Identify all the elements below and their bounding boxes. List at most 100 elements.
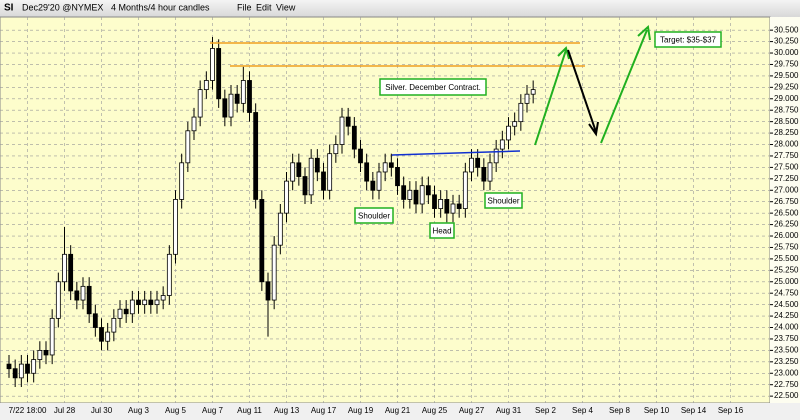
annotation: Target: $35-$37 [660, 36, 717, 45]
menu[interactable]: File [237, 2, 252, 12]
y-tick-label: 29.500 [774, 71, 799, 80]
candle-body [160, 295, 166, 301]
y-tick-label: 24.750 [774, 288, 799, 297]
candle-body [481, 166, 487, 182]
annotation-box [484, 192, 523, 209]
candle-body [321, 171, 326, 191]
neckline [391, 150, 521, 156]
x-tick-label: Sep 14 [681, 406, 707, 415]
candle-body [43, 349, 49, 356]
candle-body [105, 331, 111, 342]
candle-body [524, 93, 530, 104]
candle-body [99, 327, 104, 342]
candle-body [210, 48, 215, 81]
y-tick-label: 26.500 [774, 208, 799, 217]
candle-body [450, 203, 456, 214]
y-axis-area [770, 17, 800, 403]
candle-body [314, 157, 320, 173]
x-tick-label: Sep 2 [535, 406, 556, 415]
annotation-box [379, 78, 487, 96]
y-tick-label: 30.500 [774, 25, 799, 34]
x-tick-label: Jul 30 [91, 406, 113, 415]
candle-body [197, 89, 203, 118]
y-tick-label: 27.250 [774, 174, 799, 183]
y-tick-label: 29.750 [774, 60, 799, 69]
y-tick-label: 28.750 [774, 105, 799, 114]
x-tick-label: Aug 11 [237, 406, 262, 415]
x-tick-label: Aug 21 [385, 406, 411, 415]
x-tick-label: Jul 28 [54, 406, 76, 415]
x-tick-label: Aug 13 [274, 406, 300, 415]
x-tick-label: Sep 4 [572, 406, 593, 415]
candle-body [425, 185, 431, 196]
symbol: SI [4, 3, 14, 14]
candle-body [407, 189, 413, 200]
candle-body [6, 363, 12, 370]
candle-body [277, 212, 283, 246]
x-tick-label: Aug 19 [348, 406, 374, 415]
y-tick-label: 24.250 [774, 311, 799, 320]
candle-body [462, 171, 468, 209]
menu[interactable]: View [276, 2, 296, 12]
candle-body [364, 162, 370, 182]
candle-body [351, 125, 357, 150]
candle-body [74, 290, 80, 301]
candle-body [216, 48, 222, 100]
candle-body [173, 199, 178, 255]
candle-body [86, 285, 92, 315]
x-tick-label: Aug 25 [422, 406, 448, 415]
y-tick-label: 24.000 [774, 323, 799, 332]
candle-body [62, 253, 67, 283]
candle-body [493, 148, 499, 164]
y-tick-label: 27.500 [774, 163, 799, 172]
y-tick-label: 22.500 [774, 391, 799, 400]
candle-body [419, 185, 425, 205]
contract[interactable]: Dec29'20 @NYMEX [22, 2, 103, 12]
annotation: Head [432, 227, 451, 236]
period[interactable]: 4 Months/4 hour candles [111, 2, 210, 12]
y-tick-label: 27.750 [774, 151, 799, 160]
candle-body [284, 180, 289, 214]
candle-body [370, 180, 376, 191]
menu[interactable]: Edit [256, 2, 272, 12]
y-tick-label: 27.000 [774, 185, 799, 194]
candle-body [438, 199, 444, 209]
candle-body [395, 166, 400, 187]
candle-body [49, 317, 55, 356]
y-tick-label: 28.500 [774, 117, 799, 126]
x-tick-label: 7/22 18:00 [9, 406, 47, 415]
candle-body [290, 162, 296, 182]
y-tick-label: 23.000 [774, 368, 799, 377]
candle-body [530, 89, 536, 95]
candle-body [179, 162, 185, 200]
candle-body [92, 313, 98, 328]
candle-body [444, 199, 450, 214]
x-tick-label: Aug 27 [459, 406, 485, 415]
candle-body [506, 125, 511, 141]
y-tick-label: 23.500 [774, 345, 799, 354]
candle-body [111, 317, 117, 333]
y-tick-label: 25.500 [774, 254, 799, 263]
candle-body [499, 139, 505, 150]
candle-body [154, 299, 160, 306]
y-tick-label: 30.000 [774, 48, 799, 57]
annotation: Shoulder [358, 212, 390, 221]
candle-body [25, 363, 30, 374]
candle-body [253, 112, 259, 200]
candle-body [358, 148, 363, 164]
candle-body [240, 80, 246, 104]
candle-body [247, 80, 252, 113]
annotation-box [429, 222, 455, 239]
arrow [600, 25, 651, 144]
candle-body [191, 116, 197, 132]
annotation-box [354, 207, 394, 224]
y-tick-label: 23.750 [774, 334, 799, 343]
x-tick-label: Aug 7 [202, 406, 223, 415]
y-tick-label: 29.000 [774, 94, 799, 103]
candle-body [413, 189, 419, 205]
y-tick-label: 24.500 [774, 300, 799, 309]
x-tick-label: Aug 17 [311, 406, 337, 415]
candle-body [259, 199, 265, 283]
y-tick-label: 25.750 [774, 243, 799, 252]
